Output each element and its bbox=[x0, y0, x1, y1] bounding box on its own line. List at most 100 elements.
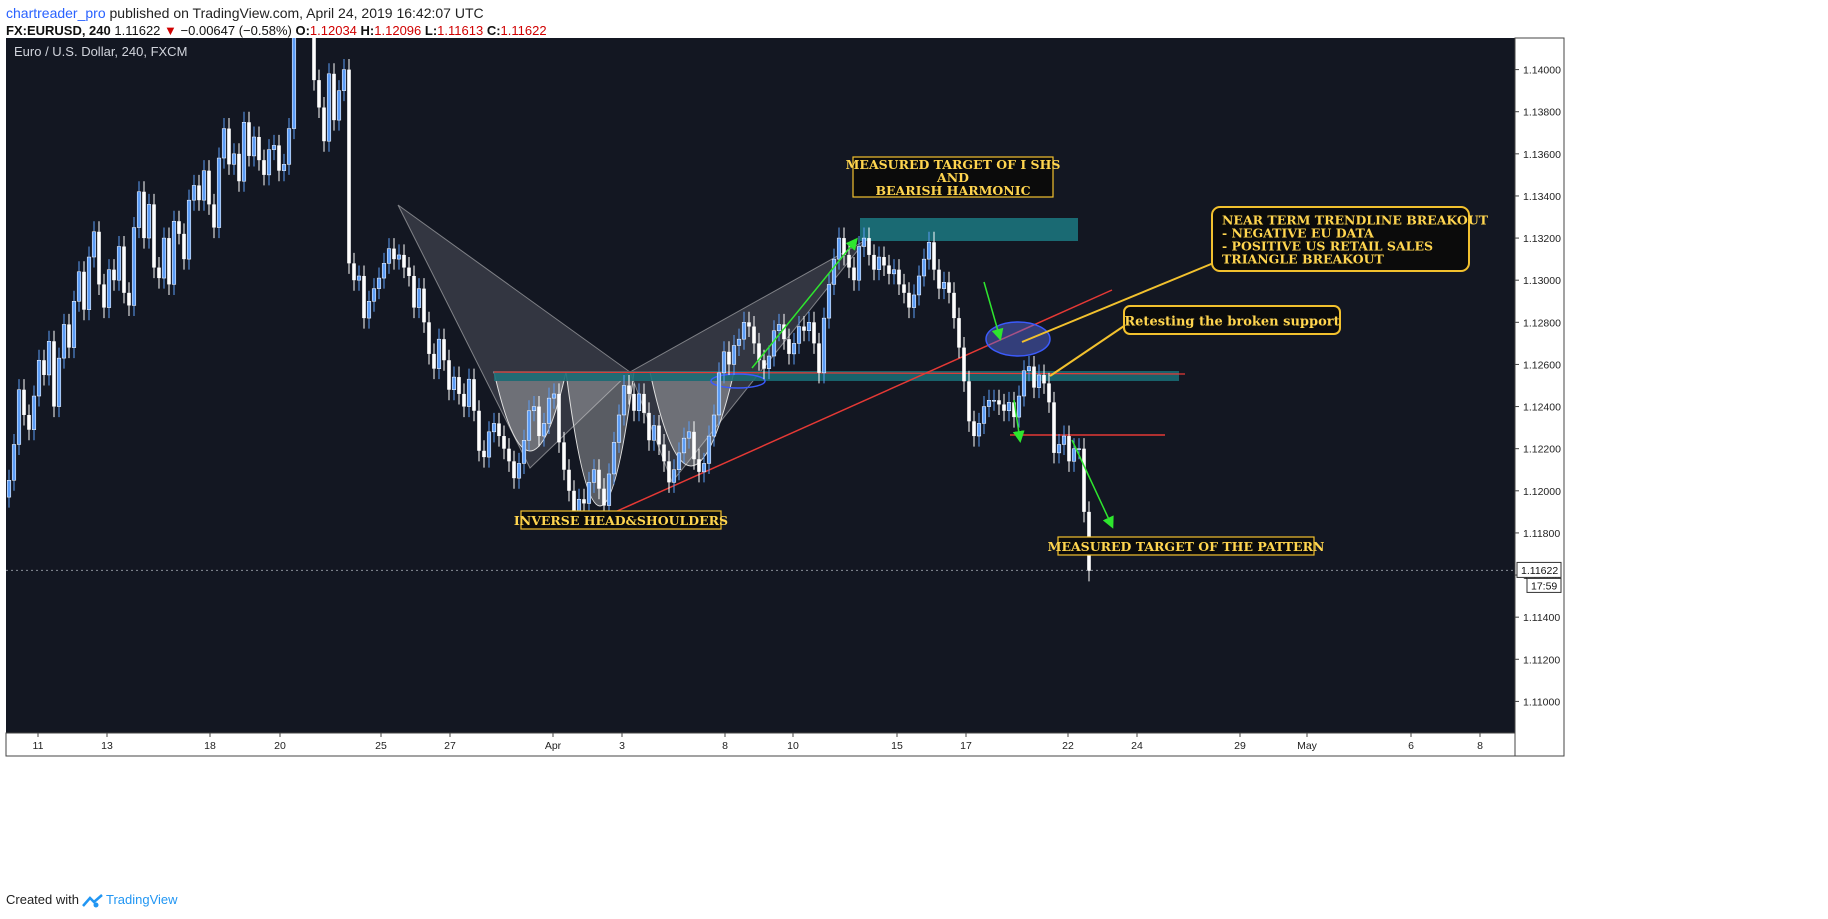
candle-body bbox=[322, 107, 326, 142]
candle-body bbox=[472, 379, 476, 411]
candle-body bbox=[616, 414, 622, 443]
candle-body bbox=[796, 326, 802, 344]
x-tick-label: 8 bbox=[1477, 740, 1483, 752]
candle-body bbox=[11, 444, 17, 481]
candle-body bbox=[46, 341, 52, 376]
candle-body bbox=[826, 284, 832, 319]
candle-body bbox=[1082, 448, 1086, 512]
x-tick-label: 15 bbox=[891, 740, 903, 752]
candle-body bbox=[721, 351, 727, 374]
y-tick-label: 1.13400 bbox=[1523, 191, 1561, 203]
candle-body bbox=[146, 204, 152, 239]
candle-body bbox=[752, 326, 756, 344]
candle-body bbox=[127, 292, 131, 306]
candle-body bbox=[447, 360, 451, 390]
candle-body bbox=[341, 69, 347, 91]
x-tick-label: 17 bbox=[960, 740, 972, 752]
x-tick-labels: 11 13 18 20 25 27 Apr 3 8 10 15 17 22 24 29 May 6 8 bbox=[33, 733, 1483, 752]
candle-body bbox=[52, 341, 56, 407]
y-tick-label: 1.12800 bbox=[1523, 317, 1561, 329]
candle-body bbox=[546, 397, 552, 424]
candle-body bbox=[526, 410, 532, 441]
y-tick-label: 1.12200 bbox=[1523, 444, 1561, 456]
candle-body bbox=[482, 450, 486, 458]
open-label: O: bbox=[295, 23, 310, 38]
time-axis bbox=[5, 732, 1516, 757]
candle-body bbox=[407, 267, 411, 276]
candle-body bbox=[161, 237, 167, 279]
y-tick-label: 1.13000 bbox=[1523, 275, 1561, 287]
y-tick-label: 1.13200 bbox=[1523, 233, 1561, 245]
candle-body bbox=[642, 393, 646, 413]
down-triangle-icon: ▼ bbox=[164, 23, 177, 38]
candle-body bbox=[557, 393, 561, 443]
plot-layer bbox=[6, 38, 1217, 582]
candle-body bbox=[112, 269, 116, 281]
candle-body bbox=[291, 38, 297, 129]
candle-body bbox=[97, 231, 101, 285]
arrows bbox=[751, 237, 1217, 529]
annotation-text-line: MEASURED TARGET OF THE PATTERN bbox=[1048, 539, 1325, 554]
candle-body bbox=[366, 301, 372, 319]
breakout-ellipse bbox=[710, 373, 766, 389]
candle-body bbox=[762, 360, 766, 369]
candle-body bbox=[451, 376, 457, 390]
candle-body bbox=[106, 269, 112, 308]
publish-info: chartreader_pro published on TradingView… bbox=[6, 4, 484, 22]
candle-body bbox=[876, 256, 882, 270]
x-tick-label: 25 bbox=[375, 740, 387, 752]
candle-body bbox=[497, 423, 501, 437]
author-link[interactable]: chartreader_pro bbox=[6, 5, 106, 21]
candle-body bbox=[1061, 435, 1067, 445]
x-tick-label: 24 bbox=[1131, 740, 1143, 752]
candle-body bbox=[312, 38, 316, 81]
candle-body bbox=[747, 322, 751, 327]
candle-body bbox=[891, 269, 897, 275]
candle-body bbox=[647, 412, 651, 441]
candle-body bbox=[332, 73, 336, 121]
current-price-label: 1.11622 bbox=[1521, 565, 1558, 577]
candle-body bbox=[706, 435, 712, 464]
x-tick-label: 18 bbox=[204, 740, 216, 752]
candle-body bbox=[766, 355, 772, 369]
candle-body bbox=[416, 288, 422, 308]
candle-body bbox=[386, 248, 392, 264]
candle-body bbox=[266, 149, 272, 176]
tradingview-link[interactable]: TradingView bbox=[105, 892, 178, 907]
candle-body bbox=[606, 473, 612, 506]
candle-body bbox=[167, 238, 171, 285]
candle-body bbox=[986, 399, 992, 407]
candle-body bbox=[627, 385, 631, 394]
candle-body bbox=[22, 389, 26, 415]
candle-body bbox=[976, 423, 982, 437]
annotation-text-line: Retesting the broken support bbox=[1124, 314, 1339, 329]
y-tick-label: 1.11200 bbox=[1523, 654, 1560, 666]
countdown-label: 17:59 bbox=[1531, 580, 1557, 592]
candle-body bbox=[402, 254, 406, 268]
annotation-ihs: INVERSE HEAD&SHOULDERS bbox=[514, 510, 728, 530]
candle-body bbox=[507, 448, 511, 462]
x-tick-label: 11 bbox=[33, 740, 44, 752]
candle-body bbox=[462, 393, 466, 407]
candle-body bbox=[376, 277, 382, 289]
candle-body bbox=[227, 128, 231, 165]
chart-title: Euro / U.S. Dollar, 240, FXCM bbox=[14, 44, 187, 59]
arrow bbox=[1012, 399, 1025, 443]
open-value: 1.12034 bbox=[309, 23, 357, 38]
candle-body bbox=[967, 381, 971, 422]
candle-body bbox=[911, 294, 917, 308]
arrow bbox=[751, 237, 858, 369]
ihs-head bbox=[565, 371, 635, 507]
candle-body bbox=[207, 170, 211, 205]
candle-body bbox=[776, 324, 782, 331]
candle-body bbox=[16, 389, 22, 445]
candle-body bbox=[916, 275, 922, 296]
candle-body bbox=[281, 164, 287, 171]
candle-body bbox=[711, 414, 717, 437]
candle-body bbox=[727, 351, 731, 365]
candle-body bbox=[1067, 436, 1071, 462]
candle-body bbox=[477, 410, 481, 451]
candle-body bbox=[1052, 402, 1056, 453]
low-value: 1.11613 bbox=[437, 23, 484, 38]
